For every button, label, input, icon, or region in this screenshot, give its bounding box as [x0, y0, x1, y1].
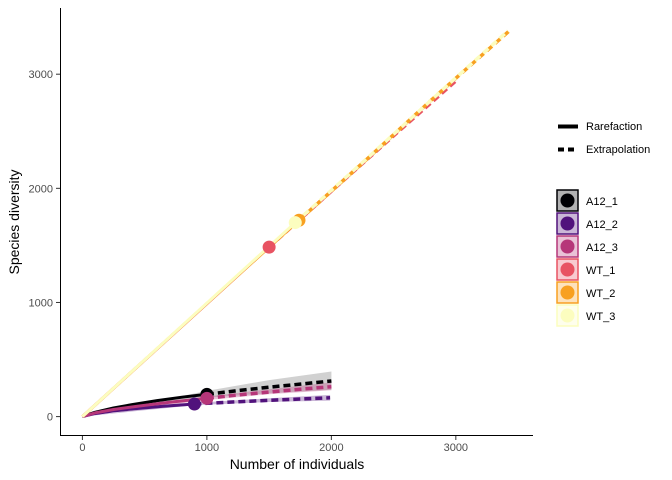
legend-label-a12-1: A12_1 [586, 196, 618, 208]
x-tick-label: 2000 [319, 442, 343, 454]
legend-label-a12-3: A12_3 [586, 242, 618, 254]
legend-key-point-a12-3 [560, 239, 575, 254]
extrapolation-legend-label: Extrapolation [586, 144, 650, 156]
legend-label-wt-2: WT_2 [586, 288, 615, 300]
x-tick-label: 1000 [195, 442, 219, 454]
legend-label-wt-3: WT_3 [586, 311, 615, 323]
legend-label-wt-1: WT_1 [586, 265, 615, 277]
observed-points [187, 213, 306, 411]
y-axis-ticks: 0 1000 2000 3000 [29, 69, 60, 424]
series-lines [81, 28, 512, 419]
extrapolation-line-a12-2 [194, 396, 331, 406]
extrapolation-line-wt-3 [294, 29, 510, 224]
legend-key-point-wt-3 [560, 308, 575, 323]
observed-point-a12-3 [200, 391, 214, 405]
legend-key-point-a12-2 [560, 216, 575, 231]
rarefaction-line-wt-3 [81, 221, 297, 418]
y-tick-label: 0 [47, 412, 53, 424]
extrapolation-line-a12-3 [206, 384, 332, 401]
extrapolation-line-a12-1 [206, 379, 332, 397]
ci-band-a12-2 [82, 394, 331, 417]
legend-key-point-wt-2 [560, 285, 575, 300]
legend-key-point-wt-1 [560, 262, 575, 277]
method-legend: Rarefaction Extrapolation [558, 121, 650, 156]
x-tick-label: 0 [79, 442, 85, 454]
y-tick-label: 2000 [29, 183, 53, 195]
rarefaction-legend-label: Rarefaction [586, 121, 642, 133]
legend-label-a12-2: A12_2 [586, 219, 618, 231]
legend-key-point-a12-1 [560, 193, 575, 208]
x-axis-title: Number of individuals [230, 456, 365, 472]
y-tick-label: 1000 [29, 297, 53, 309]
rarefaction-line-a12-3 [81, 396, 208, 419]
observed-point-a12-2 [187, 397, 201, 411]
x-axis-ticks: 0 1000 2000 3000 [79, 436, 468, 454]
sample-legend: A12_1 A12_2 A12_3 WT_1 WT_2 WT_3 [556, 189, 618, 327]
x-tick-label: 3000 [444, 442, 468, 454]
y-tick-label: 3000 [29, 69, 53, 81]
observed-point-wt-3 [288, 216, 302, 230]
y-axis-title: Species diversity [6, 169, 22, 274]
observed-point-wt-1 [262, 240, 276, 254]
